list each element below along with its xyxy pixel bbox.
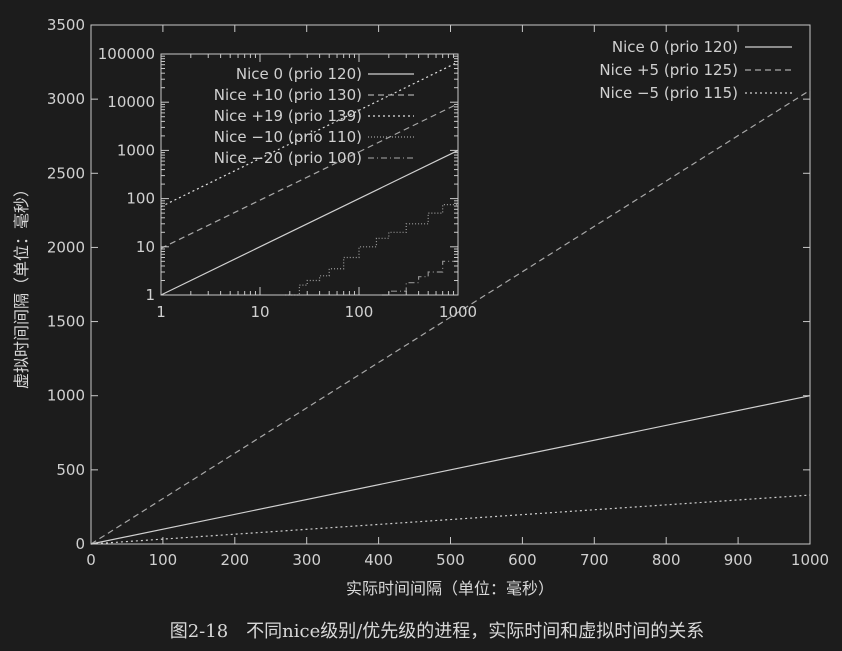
legend-label: Nice +5 (prio 125) [599, 61, 738, 79]
x-tick-label: 500 [436, 551, 465, 569]
main-series-group [90, 89, 811, 545]
inset-legend-label: Nice +10 (prio 130) [214, 86, 362, 104]
inset-series-line-nice-20-prio-100 [381, 250, 459, 296]
inset-series-group [160, 61, 459, 296]
inset-y-tick-label: 10 [136, 238, 155, 256]
main-legend: Nice 0 (prio 120) Nice +5 (prio 125) Nice … [599, 38, 792, 102]
inset-x-tick-label: 100 [345, 303, 374, 321]
series-line-nice-5-prio-125 [90, 89, 811, 545]
inset-legend: Nice 0 (prio 120) Nice +10 (prio 130) Nice… [214, 65, 414, 167]
inset-series-line-nice-19-prio-139 [160, 61, 459, 208]
y-tick-label: 500 [56, 461, 85, 479]
inset-y-tick-label: 1 [145, 286, 155, 304]
inset-legend-label: Nice 0 (prio 120) [236, 65, 362, 83]
inset-legend-label: Nice +19 (prio 139) [214, 107, 362, 125]
y-tick-label: 1000 [47, 387, 85, 405]
inset-series-line-nice-10-prio-110 [285, 197, 459, 296]
y-axis-title: 虚拟时间间隔（单位：毫秒） [12, 181, 31, 389]
legend-label: Nice −5 (prio 115) [599, 84, 738, 102]
y-tick-label: 2500 [47, 164, 85, 182]
figure-caption: 图2-18 不同nice级别/优先级的进程，实际时间和虚拟时间的关系 [170, 621, 705, 642]
y-tick-label: 3000 [47, 90, 85, 108]
x-tick-label: 0 [86, 551, 96, 569]
x-tick-label: 100 [149, 551, 178, 569]
y-tick-label: 1500 [47, 313, 85, 331]
x-tick-label: 700 [580, 551, 609, 569]
y-tick-label: 2000 [47, 238, 85, 256]
inset-legend-label: Nice −10 (prio 110) [214, 128, 362, 146]
inset-y-tick-label: 1000 [117, 141, 155, 159]
inset-series-line-nice-10-prio-130 [160, 103, 459, 249]
y-tick-label: 3500 [47, 16, 85, 34]
series-line-nice-5-prio-115 [90, 494, 811, 545]
inset-y-tick-label: 10000 [107, 93, 155, 111]
inset-axis-ticks: 1 10 100 1000 1 10 100 1000 10000 100000 [98, 45, 477, 321]
inset-y-tick-label: 100 [126, 190, 155, 208]
x-tick-label: 800 [652, 551, 681, 569]
x-tick-label: 1000 [791, 551, 829, 569]
inset-x-tick-label: 1000 [439, 303, 477, 321]
inset-x-tick-label: 1 [156, 303, 166, 321]
inset-legend-label: Nice −20 (prio 100) [214, 149, 362, 167]
inset-x-tick-label: 10 [250, 303, 269, 321]
inset-y-tick-label: 100000 [98, 45, 155, 63]
legend-label: Nice 0 (prio 120) [612, 38, 738, 56]
x-tick-label: 300 [292, 551, 321, 569]
main-axis-ticks: 0 100 200 300 400 500 600 700 800 900 100005001000… [47, 16, 829, 569]
inset-series-line-nice-0-prio-120 [160, 149, 459, 296]
inset-plot-frame [160, 53, 459, 296]
x-tick-label: 400 [364, 551, 393, 569]
x-tick-label: 600 [508, 551, 537, 569]
y-tick-label: 0 [75, 535, 85, 553]
series-line-nice-0-prio-120 [90, 395, 811, 545]
x-axis-title: 实际时间间隔（单位：毫秒） [346, 579, 554, 598]
x-tick-label: 900 [724, 551, 753, 569]
x-tick-label: 200 [220, 551, 249, 569]
